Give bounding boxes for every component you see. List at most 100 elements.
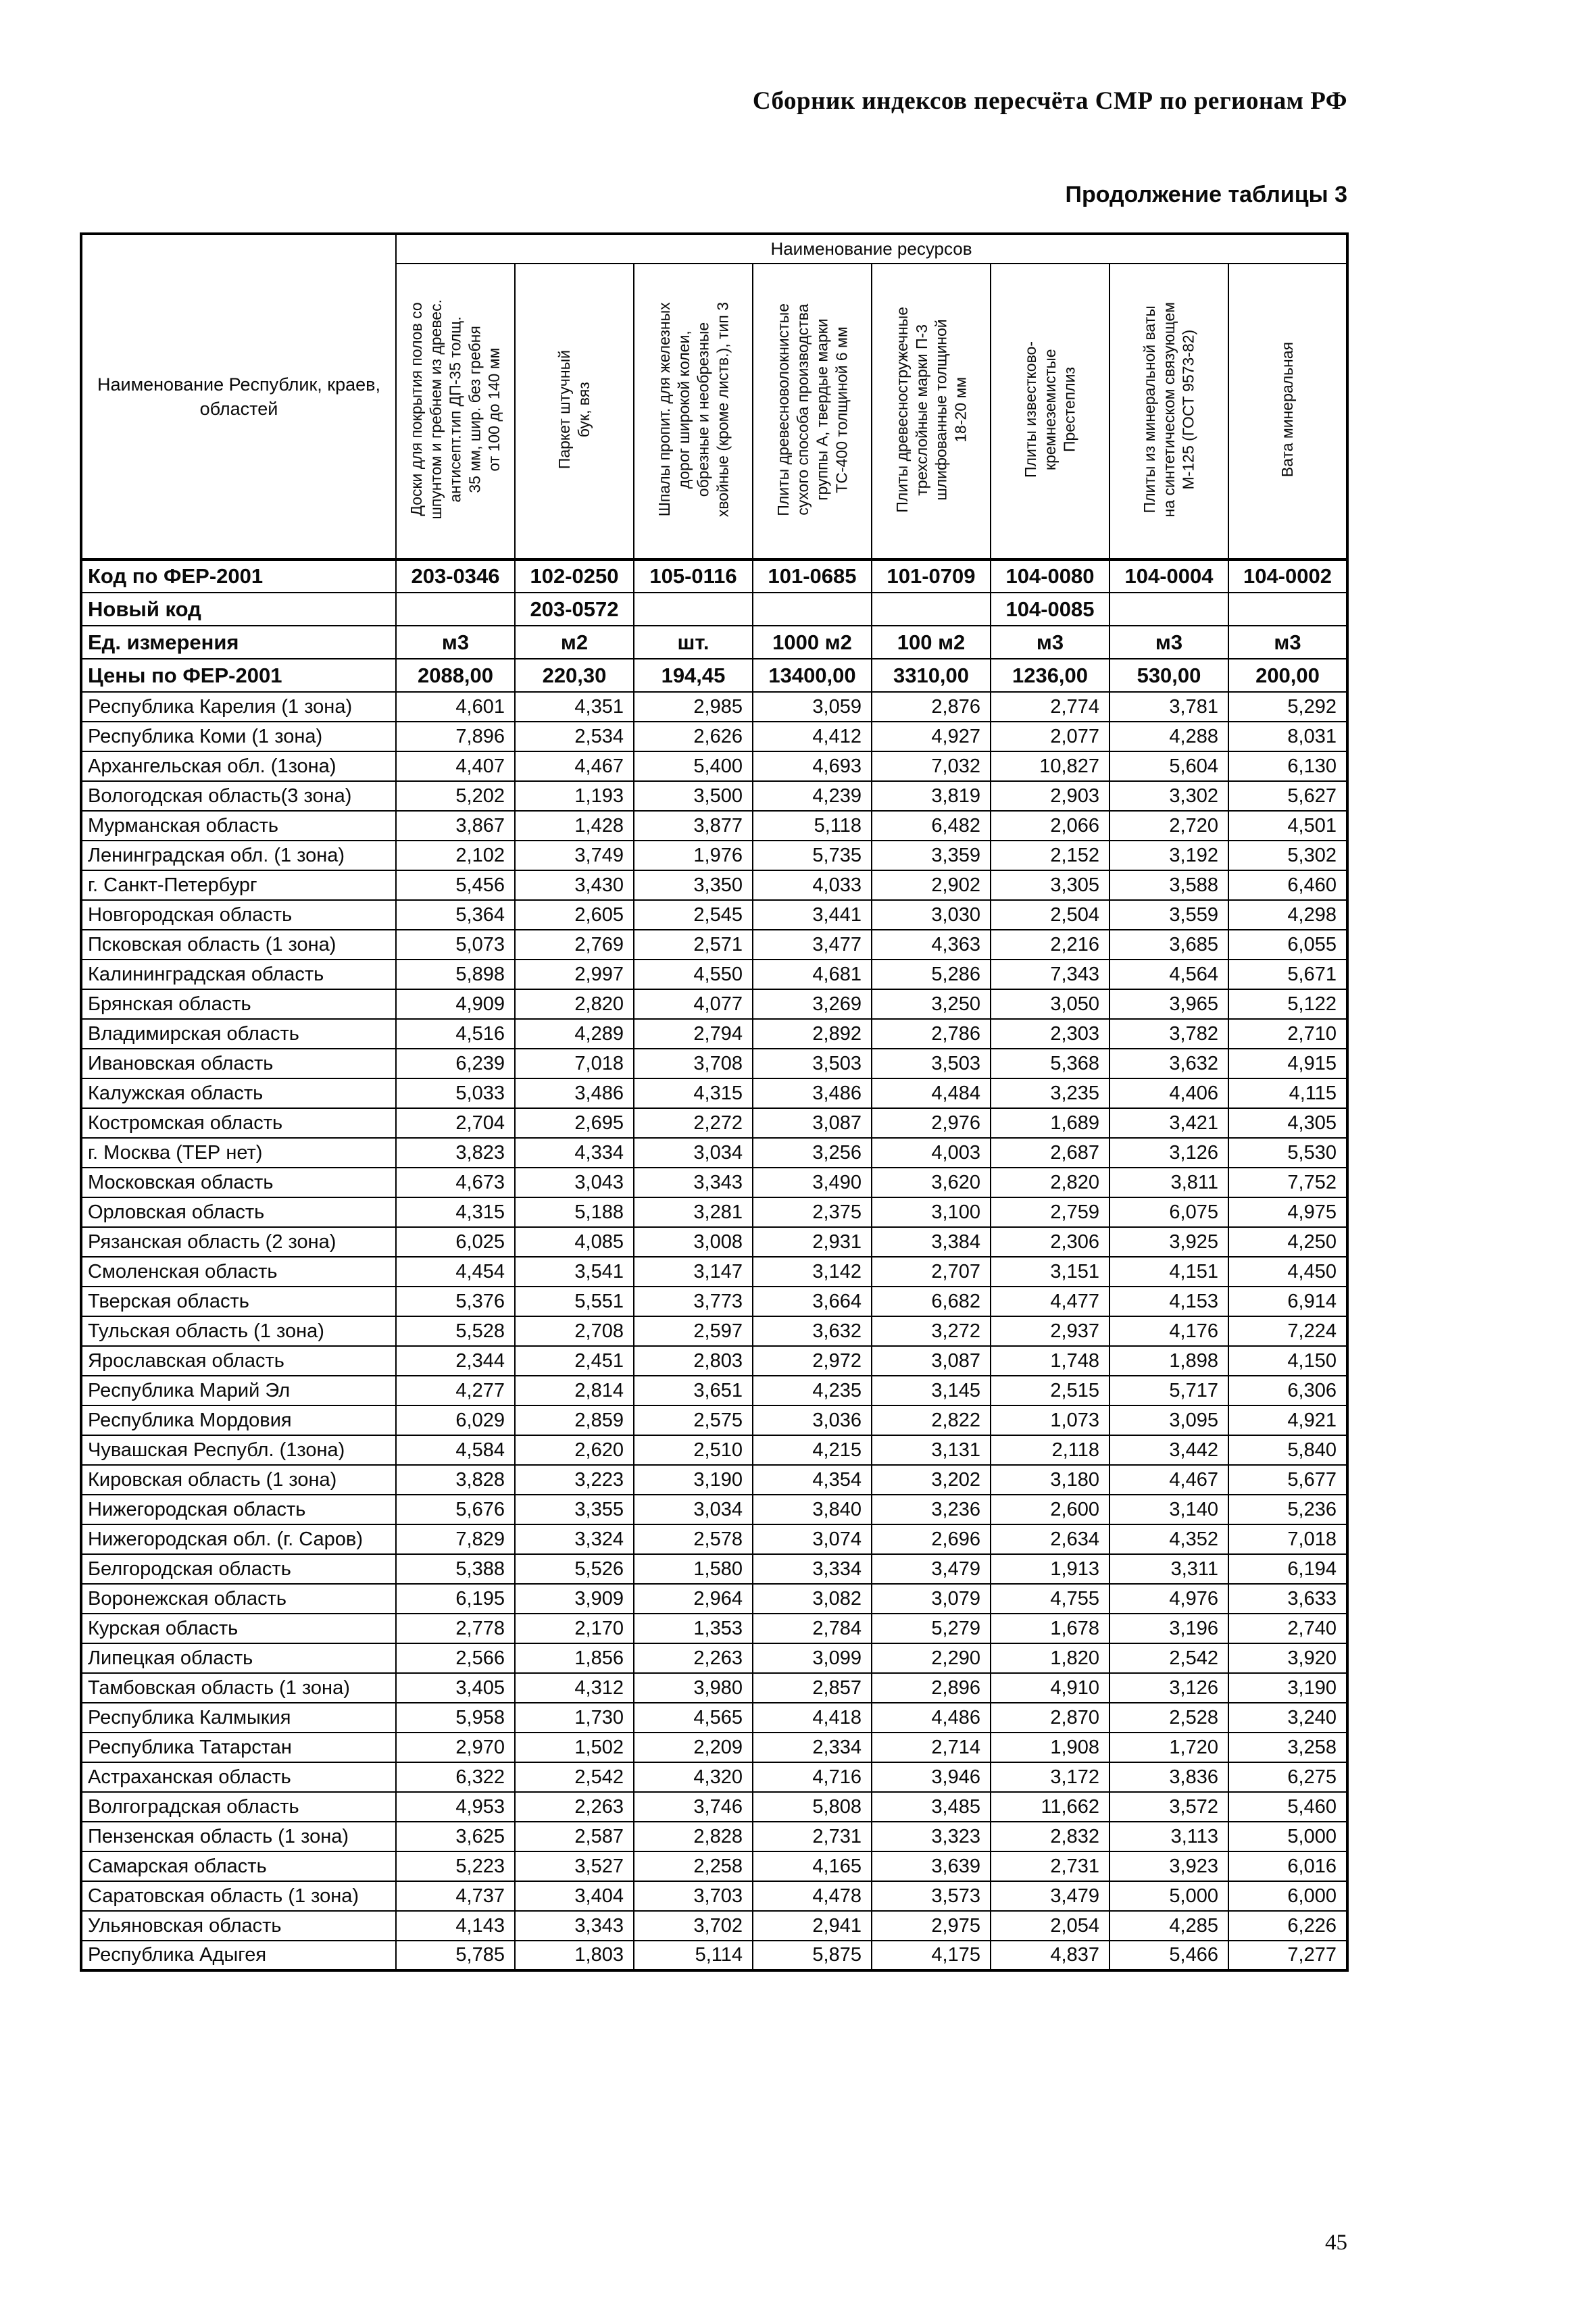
table-row: Калининградская область 5,898 2,997 4,550 4,… (80, 959, 1348, 990)
value-cell: 1,720 (1109, 1732, 1229, 1763)
value-cell: 4,716 (752, 1762, 872, 1793)
document-header-title: Сборник индексов пересчёта СМР по регион… (752, 87, 1347, 115)
table-row: Ивановская область 6,239 7,018 3,708 3,503 3,… (80, 1048, 1348, 1079)
value-cell: 3,202 (871, 1464, 991, 1495)
value-cell: 3,131 (871, 1435, 991, 1466)
value-cell: 2,303 (990, 1018, 1110, 1049)
region-cell: Пензенская область (1 зона) (80, 1821, 397, 1852)
column-header: Плиты древесноволокнистые сухого способа… (752, 263, 872, 560)
value-cell: 2,542 (514, 1762, 634, 1793)
value-cell: 10,827 (990, 751, 1110, 782)
value-cell: 1,428 (514, 810, 634, 841)
value-cell: 5,676 (395, 1494, 516, 1525)
column-header-text: Доски для покрытия полов со шпунтом и гр… (407, 299, 503, 520)
value-cell: 1,820 (990, 1643, 1110, 1674)
value-cell: 3,632 (752, 1316, 872, 1347)
value-cell: 3,302 (1109, 780, 1229, 812)
value-cell: 2,534 (514, 721, 634, 752)
column-header-text: Шпалы пропит. для железных дорог широкой… (655, 301, 731, 518)
table-row: Новгородская область 5,364 2,605 2,545 3,441… (80, 899, 1348, 930)
value-cell: 5,530 (1228, 1137, 1348, 1168)
value-cell: 3,572 (1109, 1791, 1229, 1822)
value-cell: 2,077 (990, 721, 1110, 752)
value-cell: 3,030 (871, 899, 991, 930)
value-cell: 4,354 (752, 1464, 872, 1495)
value-cell: 4,277 (395, 1375, 516, 1406)
value-cell: 3,236 (871, 1494, 991, 1525)
meta-label: Новый код (80, 592, 397, 626)
meta-label: Цены по ФЕР-2001 (80, 658, 397, 693)
value-cell: 3,490 (752, 1167, 872, 1198)
value-cell: 2,740 (1228, 1613, 1348, 1644)
region-cell: Республика Татарстан (80, 1732, 397, 1763)
value-cell: 2,828 (633, 1821, 753, 1852)
column-header-text: Вата минеральная (1278, 341, 1297, 478)
region-cell: Волгоградская область (80, 1791, 397, 1822)
meta-value: 104-0002 (1228, 558, 1348, 593)
meta-row: Новый код 203-0572 104-0085 (80, 592, 1348, 626)
table-row: Ленинградская обл. (1 зона) 2,102 3,749 1,9… (80, 840, 1348, 871)
value-cell: 7,018 (1228, 1524, 1348, 1555)
value-cell: 2,814 (514, 1375, 634, 1406)
value-cell: 3,925 (1109, 1226, 1229, 1258)
region-cell: Тверская область (80, 1286, 397, 1317)
meta-value (752, 592, 872, 626)
value-cell: 4,235 (752, 1375, 872, 1406)
column-header-text: Плиты известково- кремнеземистые Престеп… (1021, 341, 1078, 478)
value-cell: 2,306 (990, 1226, 1110, 1258)
value-cell: 4,363 (871, 929, 991, 960)
value-cell: 5,376 (395, 1286, 516, 1317)
table-row: Владимирская область 4,516 4,289 2,794 2,892… (80, 1018, 1348, 1049)
value-cell: 5,114 (633, 1940, 753, 1971)
value-cell: 3,965 (1109, 989, 1229, 1020)
value-cell: 2,876 (871, 691, 991, 722)
value-cell: 1,748 (990, 1345, 1110, 1376)
value-cell: 3,151 (990, 1256, 1110, 1287)
table-row: Тамбовская область (1 зона) 3,405 4,312 3,9… (80, 1672, 1348, 1703)
value-cell: 7,752 (1228, 1167, 1348, 1198)
meta-value: 2088,00 (395, 658, 516, 693)
value-cell: 6,226 (1228, 1910, 1348, 1941)
meta-row: Код по ФЕР-2001 203-0346 102-0250 105-0116 1… (80, 558, 1348, 593)
region-cell: Орловская область (80, 1197, 397, 1228)
value-cell: 4,077 (633, 989, 753, 1020)
value-cell: 6,025 (395, 1226, 516, 1258)
value-cell: 6,460 (1228, 870, 1348, 901)
table-head: Наименование Республик, краев, областей Н… (80, 233, 1348, 560)
table-row: Республика Адыгея 5,785 1,803 5,114 5,875 4,1… (80, 1940, 1348, 1971)
value-cell: 3,559 (1109, 899, 1229, 930)
value-cell: 3,527 (514, 1851, 634, 1882)
value-cell: 4,239 (752, 780, 872, 812)
column-header: Плиты известково- кремнеземистые Престеп… (990, 263, 1110, 560)
column-header-text: Паркет штучный бук, вяз (555, 349, 593, 470)
value-cell: 2,997 (514, 959, 634, 990)
value-cell: 2,687 (990, 1137, 1110, 1168)
value-cell: 3,782 (1109, 1018, 1229, 1049)
value-cell: 3,008 (633, 1226, 753, 1258)
value-cell: 4,285 (1109, 1910, 1229, 1941)
value-cell: 2,902 (871, 870, 991, 901)
region-cell: Чувашская Республ. (1зона) (80, 1435, 397, 1466)
value-cell: 5,717 (1109, 1375, 1229, 1406)
value-cell: 4,564 (1109, 959, 1229, 990)
value-cell: 4,454 (395, 1256, 516, 1287)
value-cell: 3,190 (633, 1464, 753, 1495)
value-cell: 3,192 (1109, 840, 1229, 871)
value-cell: 5,279 (871, 1613, 991, 1644)
region-cell: Астраханская область (80, 1762, 397, 1793)
value-cell: 3,087 (752, 1107, 872, 1139)
table-row: Нижегородская область 5,676 3,355 3,034 3,84… (80, 1494, 1348, 1525)
header-row-columns: Доски для покрытия полов со шпунтом и гр… (81, 263, 1348, 560)
value-cell: 7,224 (1228, 1316, 1348, 1347)
value-cell: 2,209 (633, 1732, 753, 1763)
value-cell: 4,484 (871, 1078, 991, 1109)
meta-row: Цены по ФЕР-2001 2088,00 220,30 194,45 13400… (80, 658, 1348, 693)
meta-value: 102-0250 (514, 558, 634, 593)
table-row: Курская область 2,778 2,170 1,353 2,784 5,279… (80, 1613, 1348, 1644)
value-cell: 2,970 (395, 1732, 516, 1763)
region-cell: Калужская область (80, 1078, 397, 1109)
value-cell: 4,412 (752, 721, 872, 752)
value-cell: 3,503 (871, 1048, 991, 1079)
value-cell: 7,032 (871, 751, 991, 782)
